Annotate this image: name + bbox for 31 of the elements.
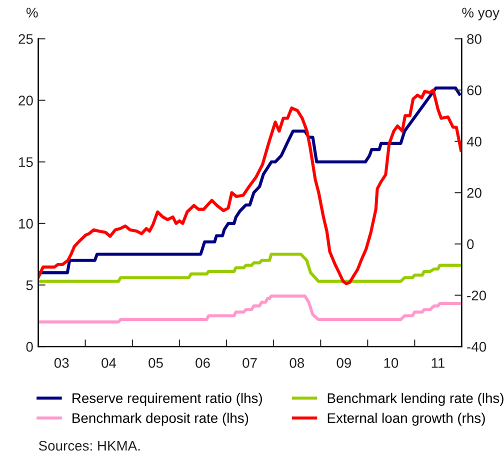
y2-tick-label: 20 — [467, 188, 482, 198]
y2-tick-label: 40 — [466, 136, 482, 147]
y-tick-label: 25 — [18, 34, 33, 44]
y-tick-label: 5 — [26, 280, 33, 290]
y-tick-label: 20 — [18, 96, 33, 106]
y2-tick-label: 60 — [467, 85, 482, 96]
y-tick-label: 0 — [26, 342, 33, 352]
y-tick-label: 15 — [19, 157, 33, 168]
y2-tick-label: -20 — [467, 290, 486, 300]
x-tick-label: 08 — [290, 358, 304, 368]
y2-axis-title: % yoy — [462, 8, 500, 20]
x-tick-label: 03 — [54, 358, 69, 368]
legend-label: Reserve requirement ratio (lhs) — [72, 392, 262, 406]
y2-tick-label: 80 — [467, 34, 482, 44]
x-tick-label: 04 — [102, 358, 116, 368]
x-tick-label: 05 — [148, 358, 163, 368]
x-tick-label: 11 — [432, 358, 444, 368]
x-tick-label: 10 — [384, 358, 398, 368]
legend-label: Benchmark lending rate (lhs) — [328, 392, 504, 406]
legend-label: Benchmark deposit rate (lhs) — [72, 412, 248, 426]
legend-label: External loan growth (rhs) — [328, 412, 485, 426]
y-tick-label: 10 — [19, 218, 33, 229]
y2-tick-label: -40 — [467, 342, 486, 352]
x-tick-label: 07 — [242, 358, 257, 368]
x-tick-label: 06 — [196, 358, 210, 368]
x-tick-label: 09 — [336, 358, 352, 368]
source-note: Sources: HKMA. — [38, 440, 140, 451]
y-axis-title: % — [26, 8, 38, 18]
line-series — [38, 294, 462, 324]
line-series — [38, 252, 462, 283]
y2-tick-label: 0 — [467, 239, 474, 250]
